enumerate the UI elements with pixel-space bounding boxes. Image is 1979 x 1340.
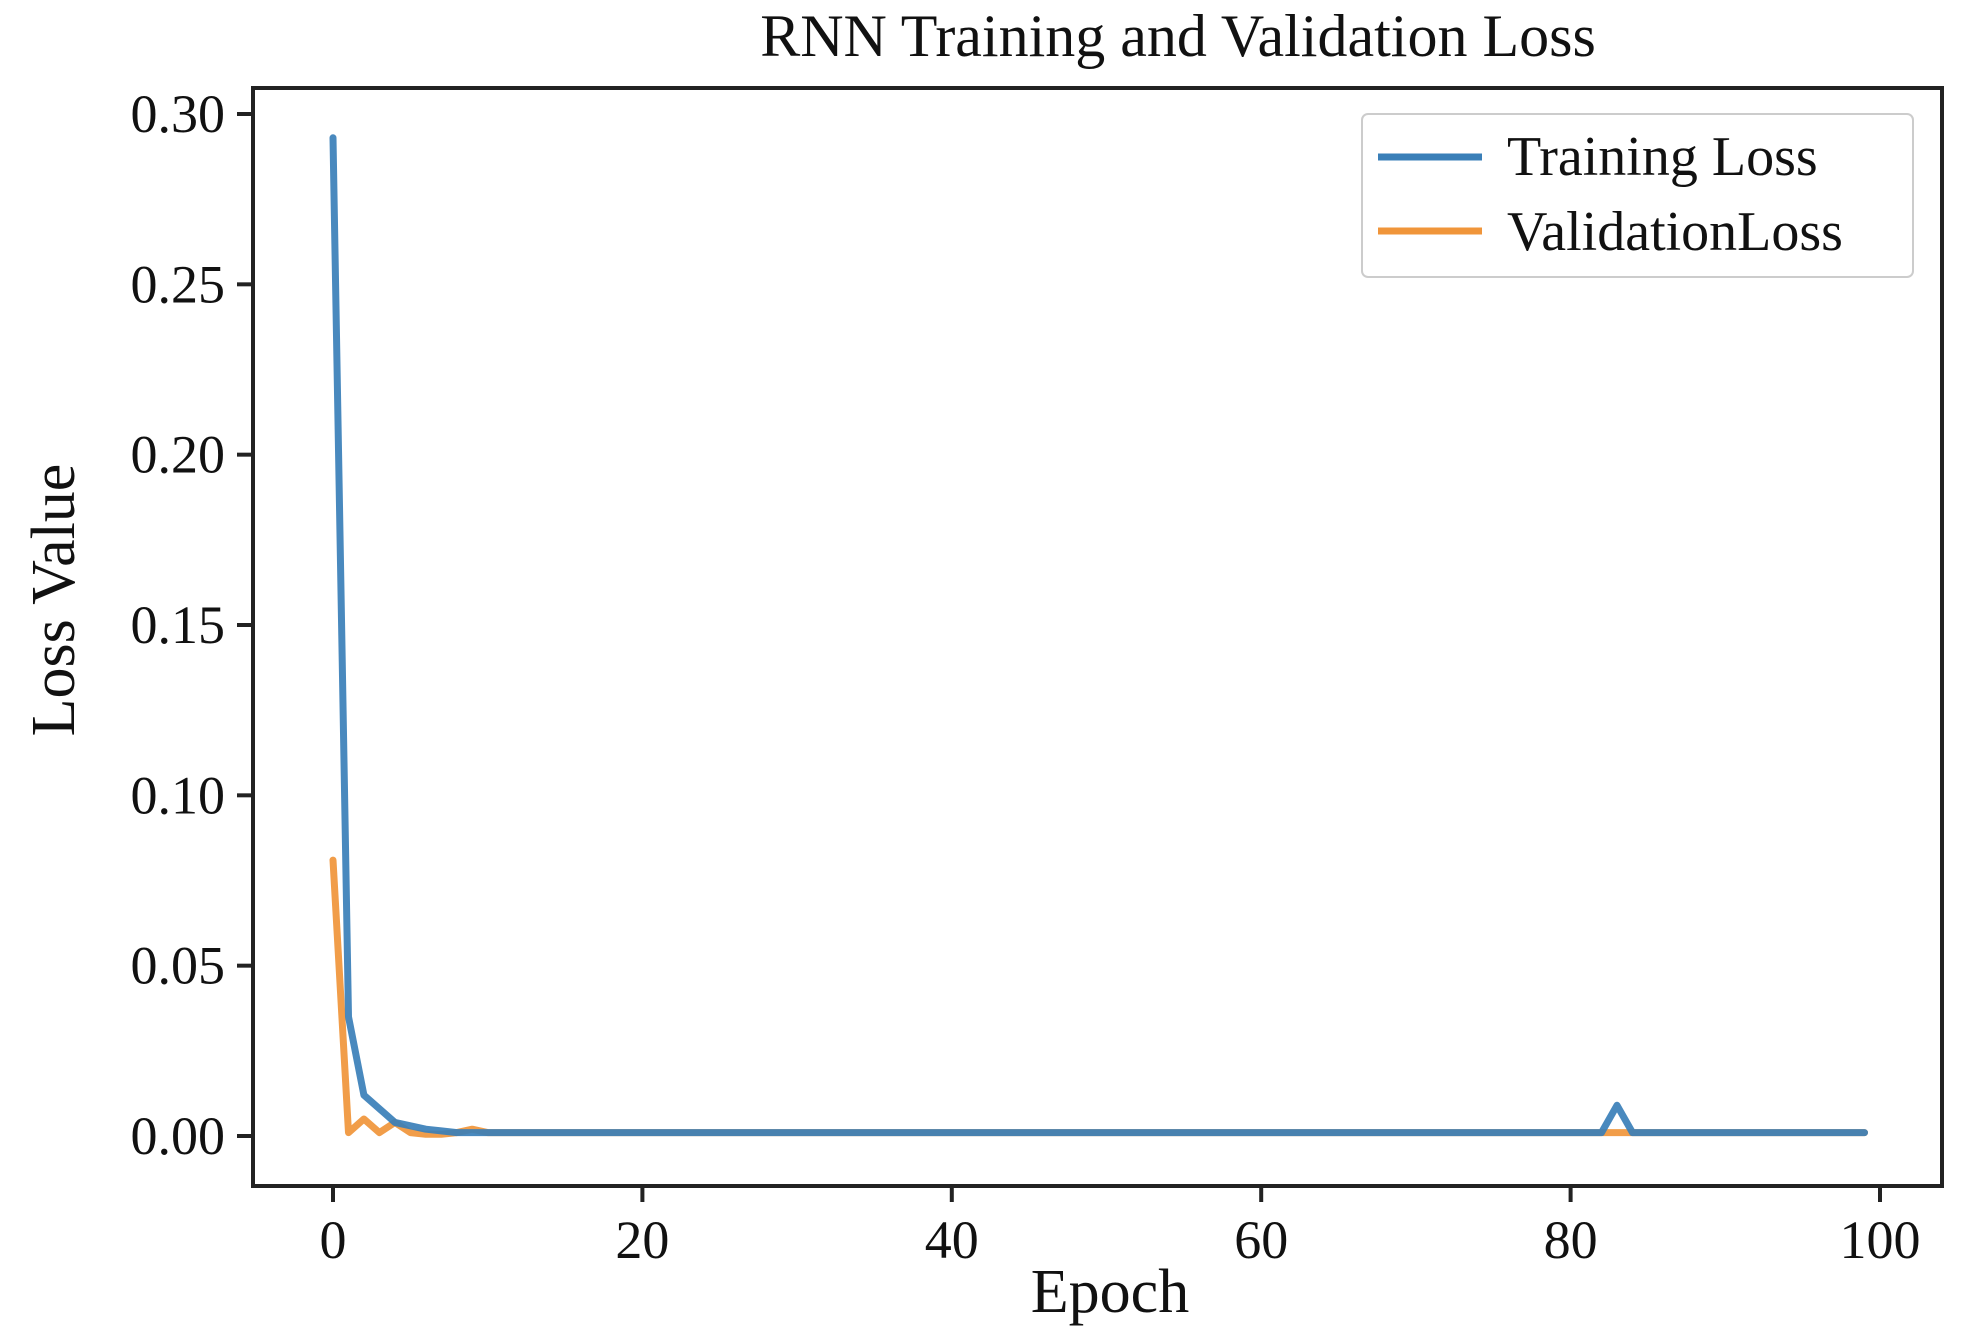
y-tick-label: 0.00 bbox=[131, 1106, 226, 1166]
x-tick-label: 100 bbox=[1840, 1210, 1921, 1270]
legend-label-training: Training Loss bbox=[1507, 126, 1818, 188]
y-axis: 0.00 0.05 0.10 0.15 0.20 0.25 0.30 bbox=[131, 84, 253, 1166]
y-tick-label: 0.15 bbox=[131, 595, 226, 655]
legend-box bbox=[1361, 113, 1914, 278]
y-tick-label: 0.30 bbox=[131, 84, 226, 144]
x-tick-label: 80 bbox=[1544, 1210, 1598, 1270]
x-tick-label: 20 bbox=[615, 1210, 669, 1270]
legend: Training Loss ValidationLoss bbox=[1361, 113, 1914, 278]
x-tick-label: 40 bbox=[925, 1210, 979, 1270]
series-lines bbox=[329, 134, 1868, 1138]
y-tick-label: 0.05 bbox=[131, 936, 226, 996]
y-tick-label: 0.10 bbox=[131, 765, 226, 825]
x-tick-label: 60 bbox=[1234, 1210, 1288, 1270]
legend-label-validation: ValidationLoss bbox=[1507, 201, 1843, 263]
x-axis: 0 20 40 60 80 100 bbox=[320, 1186, 1921, 1270]
x-axis-label: Epoch bbox=[1031, 1258, 1189, 1326]
x-tick-label: 0 bbox=[320, 1210, 347, 1270]
training-loss-line bbox=[329, 134, 1868, 1137]
chart-title: RNN Training and Validation Loss bbox=[760, 3, 1596, 69]
y-axis-label: Loss Value bbox=[20, 464, 88, 737]
y-tick-label: 0.20 bbox=[131, 425, 226, 485]
y-tick-label: 0.25 bbox=[131, 254, 226, 314]
